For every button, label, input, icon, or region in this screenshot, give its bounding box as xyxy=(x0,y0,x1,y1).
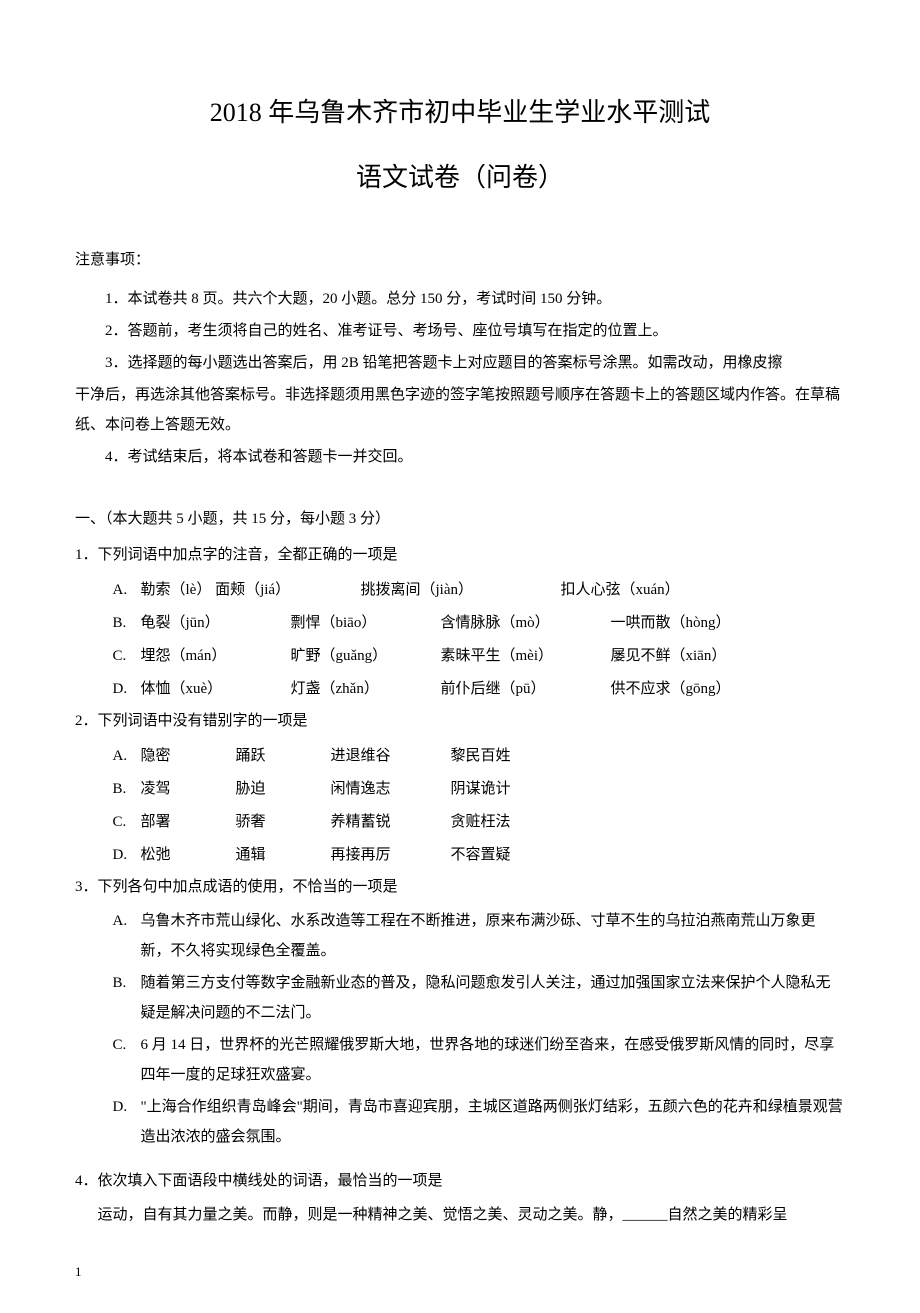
q3-d-text: "上海合作组织青岛峰会"期间，青岛市喜迎宾朋，主城区道路两侧张灯结彩，五颜六色的… xyxy=(141,1092,846,1152)
q2-d-c4: 不容置疑 xyxy=(451,839,511,872)
q1-c-label: C. xyxy=(113,640,141,673)
q2-b-c1: 凌驾 xyxy=(141,773,236,806)
q1-option-a: A. 勒索（lè） 面颊（jiá） 挑拨离间（jiàn） 扣人心弦（xuán） xyxy=(75,574,845,607)
q2-a-c2: 踊跃 xyxy=(236,740,331,773)
q1-d-c3: 前仆后继（pū） xyxy=(441,673,611,706)
q3-option-d: D. "上海合作组织青岛峰会"期间，青岛市喜迎宾朋，主城区道路两侧张灯结彩，五颜… xyxy=(75,1092,845,1152)
q1-d-c4: 供不应求（gōng） xyxy=(611,673,731,706)
q3-a-text: 乌鲁木齐市荒山绿化、水系改造等工程在不断推进，原来布满沙砾、寸草不生的乌拉泊燕南… xyxy=(141,906,846,966)
q2-c-label: C. xyxy=(113,806,141,839)
q3-option-c: C. 6 月 14 日，世界杯的光芒照耀俄罗斯大地，世界各地的球迷们纷至沓来，在… xyxy=(75,1030,845,1090)
exam-title-line2: 语文试卷（问卷） xyxy=(75,155,845,202)
q1-a-c4: 扣人心弦（xuán） xyxy=(561,574,680,607)
q4-text: 运动，自有其力量之美。而静，则是一种精神之美、觉悟之美、灵动之美。静，_____… xyxy=(75,1200,845,1230)
q1-c-c4: 屡见不鲜（xiān） xyxy=(611,640,727,673)
notice-header: 注意事项： xyxy=(75,247,845,274)
q2-d-c3: 再接再厉 xyxy=(331,839,451,872)
q1-b-label: B. xyxy=(113,607,141,640)
q1-option-b: B. 龟裂（jūn） 剽悍（biāo） 含情脉脉（mò） 一哄而散（hòng） xyxy=(75,607,845,640)
q3-c-label: C. xyxy=(113,1030,141,1090)
q3-option-a: A. 乌鲁木齐市荒山绿化、水系改造等工程在不断推进，原来布满沙砾、寸草不生的乌拉… xyxy=(75,906,845,966)
q2-c-c1: 部署 xyxy=(141,806,236,839)
q2-a-c4: 黎民百姓 xyxy=(451,740,511,773)
q3-b-label: B. xyxy=(113,968,141,1028)
q1-b-c1: 龟裂（jūn） xyxy=(141,607,291,640)
q2-d-label: D. xyxy=(113,839,141,872)
q3-stem: 3．下列各句中加点成语的使用，不恰当的一项是 xyxy=(75,872,845,902)
q1-c-c3: 素昧平生（mèi） xyxy=(441,640,611,673)
q4-stem: 4．依次填入下面语段中横线处的词语，最恰当的一项是 xyxy=(75,1166,845,1196)
q3-c-text: 6 月 14 日，世界杯的光芒照耀俄罗斯大地，世界各地的球迷们纷至沓来，在感受俄… xyxy=(141,1030,846,1090)
q1-a-c3: 挑拨离间（jiàn） xyxy=(361,574,561,607)
q1-c-c2: 旷野（guǎng） xyxy=(291,640,441,673)
q1-d-label: D. xyxy=(113,673,141,706)
notice-item-3b: 干净后，再选涂其他答案标号。非选择题须用黑色字迹的签字笔按照题号顺序在答题卡上的… xyxy=(75,380,845,440)
q1-d-c1: 体恤（xuè） xyxy=(141,673,291,706)
q2-b-c3: 闲情逸志 xyxy=(331,773,451,806)
q2-option-b: B. 凌驾 胁迫 闲情逸志 阴谋诡计 xyxy=(75,773,845,806)
notice-item-1: 1．本试卷共 8 页。共六个大题，20 小题。总分 150 分，考试时间 150… xyxy=(75,284,845,314)
q2-a-c3: 进退维谷 xyxy=(331,740,451,773)
q2-b-c4: 阴谋诡计 xyxy=(451,773,511,806)
notice-item-4: 4．考试结束后，将本试卷和答题卡一并交回。 xyxy=(75,442,845,472)
q3-a-label: A. xyxy=(113,906,141,966)
notice-item-2: 2．答题前，考生须将自己的姓名、准考证号、考场号、座位号填写在指定的位置上。 xyxy=(75,316,845,346)
q2-b-label: B. xyxy=(113,773,141,806)
q2-stem: 2．下列词语中没有错别字的一项是 xyxy=(75,706,845,736)
q2-option-d: D. 松弛 通辑 再接再厉 不容置疑 xyxy=(75,839,845,872)
q2-a-label: A. xyxy=(113,740,141,773)
q1-d-c2: 灯盏（zhǎn） xyxy=(291,673,441,706)
q2-d-c1: 松弛 xyxy=(141,839,236,872)
q2-a-c1: 隐密 xyxy=(141,740,236,773)
q1-option-c: C. 埋怨（mán） 旷野（guǎng） 素昧平生（mèi） 屡见不鲜（xiān… xyxy=(75,640,845,673)
q1-b-c4: 一哄而散（hòng） xyxy=(611,607,731,640)
q3-option-b: B. 随着第三方支付等数字金融新业态的普及，隐私问题愈发引人关注，通过加强国家立… xyxy=(75,968,845,1028)
q2-option-a: A. 隐密 踊跃 进退维谷 黎民百姓 xyxy=(75,740,845,773)
q2-d-c2: 通辑 xyxy=(236,839,331,872)
section-1-header: 一、（本大题共 5 小题，共 15 分，每小题 3 分） xyxy=(75,504,845,534)
q2-c-c2: 骄奢 xyxy=(236,806,331,839)
q1-stem: 1．下列词语中加点字的注音，全都正确的一项是 xyxy=(75,540,845,570)
exam-title-line1: 2018 年乌鲁木齐市初中毕业生学业水平测试 xyxy=(75,90,845,137)
q3-d-label: D. xyxy=(113,1092,141,1152)
q2-c-c3: 养精蓄锐 xyxy=(331,806,451,839)
q1-b-c3: 含情脉脉（mò） xyxy=(441,607,611,640)
notice-item-3a: 3．选择题的每小题选出答案后，用 2B 铅笔把答题卡上对应题目的答案标号涂黑。如… xyxy=(75,348,845,378)
q1-option-d: D. 体恤（xuè） 灯盏（zhǎn） 前仆后继（pū） 供不应求（gōng） xyxy=(75,673,845,706)
q1-b-c2: 剽悍（biāo） xyxy=(291,607,441,640)
q3-b-text: 随着第三方支付等数字金融新业态的普及，隐私问题愈发引人关注，通过加强国家立法来保… xyxy=(141,968,846,1028)
q1-a-c1: 勒索（lè） 面颊（jiá） xyxy=(141,574,361,607)
q1-c-c1: 埋怨（mán） xyxy=(141,640,291,673)
page-number: 1 xyxy=(75,1260,845,1283)
q2-b-c2: 胁迫 xyxy=(236,773,331,806)
q1-a-label: A. xyxy=(113,574,141,607)
q2-option-c: C. 部署 骄奢 养精蓄锐 贪赃枉法 xyxy=(75,806,845,839)
q2-c-c4: 贪赃枉法 xyxy=(451,806,511,839)
